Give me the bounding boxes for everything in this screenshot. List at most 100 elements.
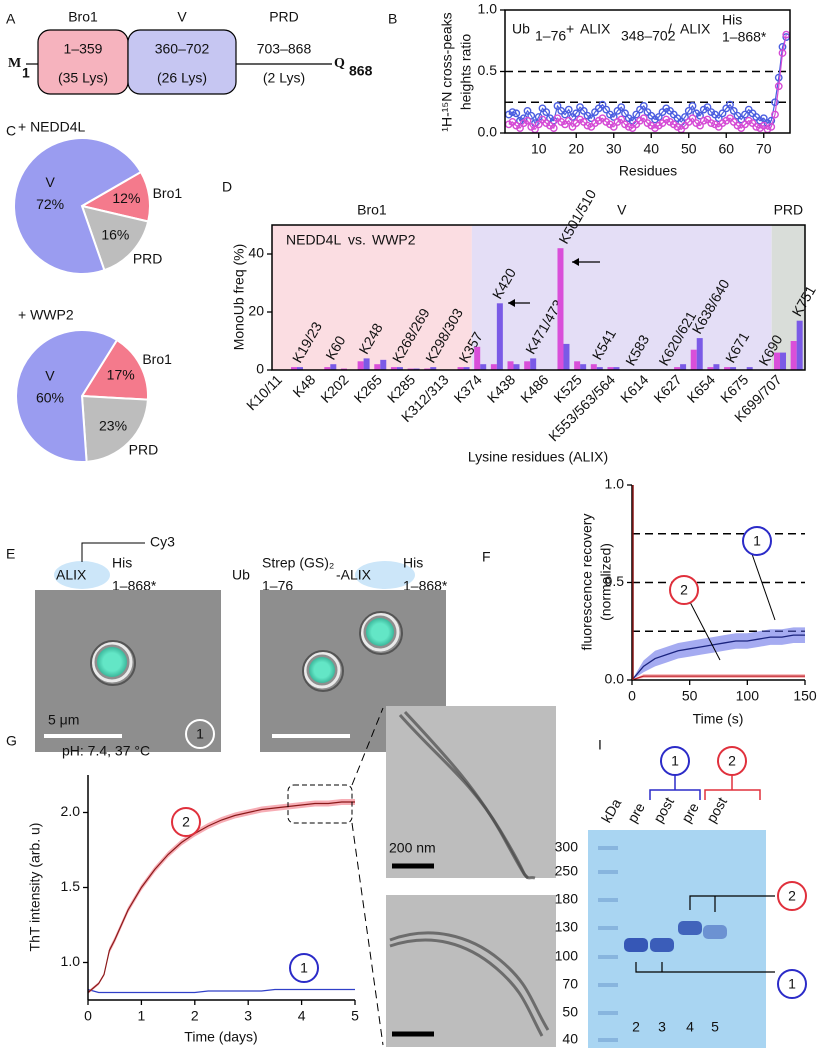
protein-band <box>678 921 702 935</box>
data-line <box>87 988 355 994</box>
data-point <box>523 106 532 115</box>
panel-letter: E <box>6 546 15 562</box>
y-axis-label: ThT intensity (arb. u) <box>27 823 43 952</box>
data-point <box>639 114 648 123</box>
data-point <box>737 115 746 124</box>
legend-entry: NEDD4L <box>286 232 341 248</box>
data-point <box>752 122 761 131</box>
bar <box>790 341 797 370</box>
protein-band <box>703 925 727 939</box>
zoom-line <box>351 707 384 786</box>
callout-circle <box>660 746 690 776</box>
bar <box>724 367 731 370</box>
lane-number: 2 <box>632 1019 640 1035</box>
marker-label: 180 <box>555 891 579 907</box>
data-point <box>771 110 779 119</box>
pie-label: Bro1 <box>142 351 172 367</box>
construct-sub: 1–76 <box>262 578 293 594</box>
region-band <box>471 225 772 370</box>
callout-circle <box>742 526 772 556</box>
x-tick-label: 50 <box>681 141 697 157</box>
x-tick-label: K486 <box>517 371 552 406</box>
callout-circle <box>171 807 201 837</box>
callout-circle <box>185 719 215 749</box>
bar <box>490 364 497 370</box>
pie-label: PRD <box>133 250 163 266</box>
data-point <box>583 121 592 130</box>
region-label: V <box>617 202 627 218</box>
domain-lysines: (2 Lys) <box>263 70 305 86</box>
callout-leader <box>689 601 721 661</box>
y-tick-label: 1.0 <box>478 1 498 17</box>
protein-band <box>624 938 648 952</box>
em-image <box>386 706 556 878</box>
fibril <box>389 938 544 1037</box>
y-tick-label: 20 <box>248 303 264 319</box>
legend-text: + <box>566 21 574 37</box>
data-point <box>523 116 532 125</box>
gel <box>588 830 766 1048</box>
data-point <box>508 108 517 116</box>
x-tick-label: 0 <box>84 1008 92 1024</box>
y-axis-label: fluorescence recovery <box>579 514 595 651</box>
n-terminus-index: 1 <box>22 65 30 81</box>
construct-name: ALIX <box>56 567 87 583</box>
data-point <box>771 98 779 107</box>
cy3-glow <box>355 561 415 589</box>
callout-label: 1 <box>753 533 761 549</box>
data-point <box>774 73 783 82</box>
data-point <box>681 113 689 121</box>
x-axis-label: Time (days) <box>184 1029 257 1045</box>
x-tick-label: K374 <box>451 371 486 406</box>
data-point <box>602 105 611 114</box>
callout-label: 1 <box>300 960 308 976</box>
bar <box>530 358 537 370</box>
data-point <box>688 114 697 123</box>
marker-band <box>598 846 618 850</box>
legend-entry: ALIX <box>680 21 711 37</box>
data-point <box>527 111 536 120</box>
x-axis-label: Lysine residues (ALIX) <box>468 449 608 465</box>
data-point <box>729 106 738 115</box>
callout-label: 2 <box>182 814 190 830</box>
data-line <box>631 634 805 681</box>
zoom-line <box>351 822 384 1046</box>
marker-label: 100 <box>555 948 579 964</box>
bar <box>374 364 381 370</box>
n-terminus: M <box>8 56 21 71</box>
x-tick-label: K627 <box>650 371 685 406</box>
legend-entry: His <box>722 12 742 28</box>
construct-sup: His <box>403 555 423 571</box>
construct-name: -ALIX <box>336 567 372 583</box>
protein-band <box>650 938 674 952</box>
bar <box>390 367 397 370</box>
lane-number: 5 <box>711 1019 719 1035</box>
bar <box>730 367 737 370</box>
data-point <box>632 110 641 119</box>
y-tick-label: 2.0 <box>61 803 81 819</box>
panel-letter: I <box>598 737 602 753</box>
bar <box>296 367 303 370</box>
data-point <box>617 115 626 124</box>
x-tick-label: 3 <box>244 1008 252 1024</box>
marker-band <box>598 898 618 902</box>
callout-label: 1 <box>671 753 679 769</box>
bar <box>596 367 603 370</box>
data-point <box>774 82 783 91</box>
bar <box>690 349 697 370</box>
domain-name: V <box>177 9 187 25</box>
panel-letter: C <box>6 123 16 139</box>
callout-circle <box>669 575 699 605</box>
marker-label: 130 <box>555 919 579 935</box>
unit-label: kDa <box>598 796 624 826</box>
domain-range: 360–702 <box>155 41 210 57</box>
fibril <box>389 931 550 1031</box>
data-point <box>741 110 749 119</box>
data-point <box>707 119 716 128</box>
pie-value-label: 17% <box>107 367 135 383</box>
bar <box>696 338 703 370</box>
error-band <box>632 627 805 680</box>
pie-slice <box>13 137 143 275</box>
data-point <box>714 114 723 123</box>
